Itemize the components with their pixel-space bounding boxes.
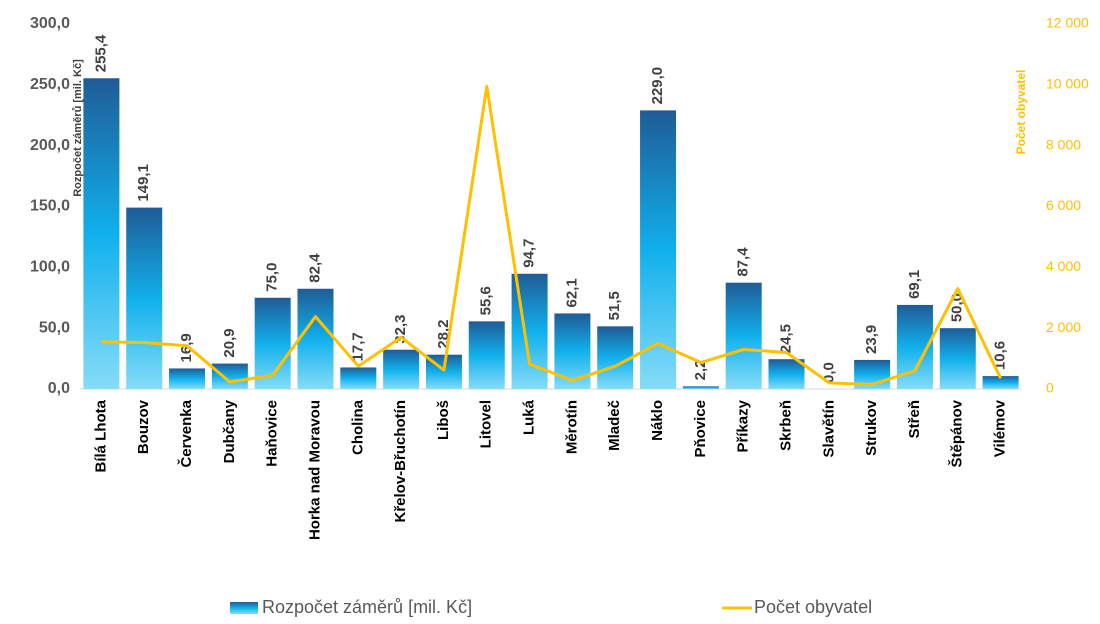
x-tick-label: Bílá Lhota	[92, 399, 109, 472]
x-tick-label: Vilémov	[992, 399, 1009, 457]
value-label: 2,2	[692, 359, 709, 380]
value-label: 23,9	[863, 325, 880, 354]
value-label: 10,6	[992, 341, 1009, 370]
y-tick-label: 150,0	[30, 198, 70, 215]
value-label: 75,0	[264, 263, 281, 292]
value-label: 51,5	[606, 291, 623, 320]
line	[101, 84, 1002, 386]
value-label: 69,1	[906, 270, 923, 299]
value-label: 255,4	[92, 34, 109, 72]
bar	[297, 288, 334, 389]
y-tick-label: 50,0	[39, 319, 70, 336]
x-tick-label: Červenka	[177, 399, 195, 467]
bar	[83, 78, 120, 389]
bar	[169, 368, 206, 389]
y2-tick-label: 12 000	[1046, 15, 1089, 31]
y2-tick-label: 6 000	[1046, 197, 1081, 213]
bar	[768, 359, 805, 389]
value-label: 62,1	[563, 278, 580, 307]
value-label: 82,4	[306, 253, 323, 283]
y-axis-title: Rozpočet záměrů [mil. Kč]	[72, 59, 84, 197]
bar	[468, 321, 505, 389]
y2-tick-label: 8 000	[1046, 136, 1081, 152]
x-tick-label: Příkazy	[735, 399, 752, 452]
value-label: 87,4	[735, 247, 752, 277]
value-label: 55,6	[478, 286, 495, 315]
value-label: 24,5	[777, 324, 794, 353]
x-tick-label: Bouzov	[135, 399, 152, 454]
y2-axis-title: Počet obyvatel	[1014, 70, 1028, 155]
bar	[340, 367, 377, 389]
y-tick-label: 200,0	[30, 137, 70, 154]
legend-label: Rozpočet záměrů [mil. Kč]	[262, 597, 472, 617]
y2-tick-label: 0	[1046, 380, 1054, 396]
x-tick-label: Pňovice	[692, 400, 709, 458]
y-tick-label: 300,0	[30, 15, 70, 32]
bar	[725, 282, 762, 389]
x-tick-label: Liboš	[435, 400, 452, 440]
legend-label: Počet obyvatel	[754, 597, 872, 617]
x-tick-label: Mladeč	[606, 400, 623, 451]
legend-swatch	[230, 602, 258, 614]
bar	[939, 328, 976, 389]
bar	[640, 110, 677, 389]
x-tick-label: Skrbeň	[777, 400, 794, 451]
y2-tick-label: 2 000	[1046, 319, 1081, 335]
x-tick-label: Křelov-Břuchotín	[392, 400, 409, 523]
bar	[597, 326, 634, 389]
value-label: 32,3	[392, 314, 409, 343]
bar	[982, 376, 1019, 389]
x-tick-label: Štěpánov	[948, 399, 966, 467]
y2-tick-label: 4 000	[1046, 258, 1081, 274]
y-tick-label: 0,0	[48, 380, 70, 397]
x-tick-label: Horka nad Moravou	[306, 400, 323, 540]
y-tick-label: 100,0	[30, 259, 70, 276]
value-label: 17,7	[349, 332, 366, 361]
x-tick-label: Litovel	[478, 400, 495, 448]
y2-tick-label: 10 000	[1046, 76, 1089, 92]
y-tick-label: 250,0	[30, 76, 70, 93]
x-tick-label: Haňovice	[264, 400, 281, 467]
value-label: 229,0	[649, 67, 666, 105]
value-label: 20,9	[221, 328, 238, 357]
bar	[682, 386, 719, 389]
bar	[383, 349, 420, 389]
x-tick-label: Luká	[521, 399, 538, 435]
x-tick-label: Střeň	[906, 400, 923, 438]
bar	[126, 207, 163, 389]
value-label: 149,1	[135, 164, 152, 202]
value-label: 16,9	[178, 333, 195, 362]
x-tick-label: Dubčany	[221, 399, 238, 463]
x-tick-label: Měrotín	[563, 400, 580, 454]
bar	[211, 363, 248, 389]
x-tick-label: Náklo	[649, 400, 666, 441]
x-tick-label: Cholina	[349, 399, 366, 455]
x-tick-label: Strukov	[863, 399, 880, 456]
value-label: 94,7	[521, 239, 538, 268]
x-tick-label: Slavětín	[820, 400, 837, 458]
